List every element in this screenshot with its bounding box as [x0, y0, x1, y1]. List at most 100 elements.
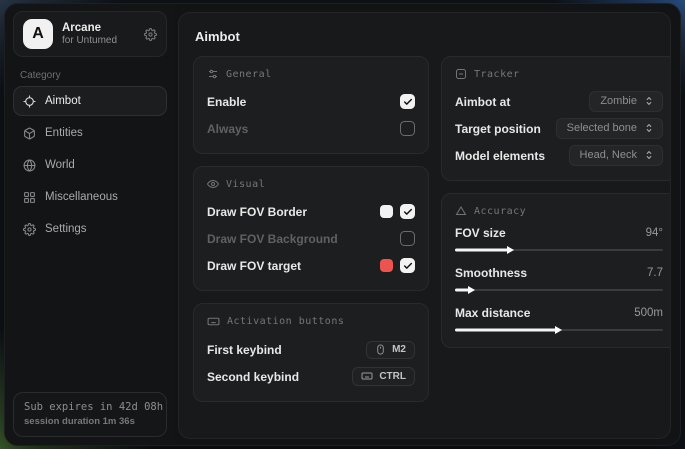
slider-thumb[interactable] — [467, 286, 475, 294]
accuracy-card: Accuracy FOV size 94° — [441, 193, 670, 348]
enable-row: Enable — [207, 89, 415, 114]
first-keybind-value: M2 — [392, 343, 406, 355]
aimbot-at-value: Zombie — [600, 95, 637, 107]
aimbot-at-select[interactable]: Zombie — [589, 91, 663, 112]
eye-icon — [207, 178, 219, 190]
sidebar-item-entities[interactable]: Entities — [13, 118, 167, 148]
activation-header: Activation buttons — [207, 315, 415, 328]
first-keybind-label: First keybind — [207, 342, 282, 357]
brand-name: Arcane — [62, 21, 101, 34]
gear-icon[interactable] — [144, 27, 157, 41]
keyboard-icon — [361, 370, 373, 382]
chevrons-up-down-icon — [644, 123, 654, 133]
second-keybind-label: Second keybind — [207, 369, 300, 384]
model-elements-label: Model elements — [455, 148, 546, 163]
max-distance-value: 500m — [634, 307, 663, 319]
scan-icon — [455, 68, 467, 80]
model-elements-row: Model elements Head, Neck — [455, 143, 663, 168]
visual-card: Visual Draw FOV Border Draw FOV Backgrou… — [193, 166, 429, 291]
fov-border-color-swatch[interactable] — [380, 205, 393, 218]
brand-subtitle: for Untumed — [62, 34, 118, 46]
enable-label: Enable — [207, 94, 247, 109]
sidebar: A Arcane for Untumed Category Aimbot — [5, 4, 175, 445]
fov-size-label: FOV size — [455, 226, 506, 240]
accuracy-header: Accuracy — [455, 205, 663, 217]
smoothness-group: Smoothness 7.7 — [455, 266, 663, 295]
draw-fov-border-checkbox[interactable] — [400, 204, 415, 219]
fov-size-value: 94° — [645, 227, 663, 239]
draw-fov-background-checkbox[interactable] — [400, 231, 415, 246]
accuracy-label: Accuracy — [474, 205, 527, 217]
sub-expiry-text: Sub expires in 42d 08h — [24, 401, 164, 413]
activation-label: Activation buttons — [227, 316, 345, 327]
sidebar-item-label: Entities — [45, 127, 83, 139]
visual-label: Visual — [226, 178, 266, 190]
slider-fill — [455, 328, 557, 332]
entities-icon — [23, 127, 36, 140]
left-column: General Enable Always — [193, 56, 429, 402]
tracker-card: Tracker Aimbot at Zombie Target position — [441, 56, 670, 181]
right-column: Tracker Aimbot at Zombie Target position — [441, 56, 670, 348]
activation-card: Activation buttons First keybind M2 Seco… — [193, 303, 429, 402]
target-position-value: Selected bone — [566, 122, 637, 134]
keyboard-icon — [207, 315, 220, 328]
smoothness-slider[interactable] — [455, 285, 663, 295]
aimbot-at-row: Aimbot at Zombie — [455, 89, 663, 114]
draw-fov-target-checkbox[interactable] — [400, 258, 415, 273]
target-position-row: Target position Selected bone — [455, 116, 663, 141]
slider-fill — [455, 288, 470, 292]
second-keybind-button[interactable]: CTRL — [352, 367, 415, 386]
max-distance-slider[interactable] — [455, 325, 663, 335]
brand-logo: A — [23, 19, 53, 49]
draw-fov-background-label: Draw FOV Background — [207, 231, 338, 246]
always-checkbox[interactable] — [400, 121, 415, 136]
chevrons-up-down-icon — [644, 96, 654, 106]
brand-text: Arcane for Untumed — [62, 21, 135, 48]
sidebar-item-miscellaneous[interactable]: Miscellaneous — [13, 182, 167, 212]
mouse-icon — [375, 343, 386, 355]
draw-fov-target-label: Draw FOV target — [207, 258, 302, 273]
first-keybind-button[interactable]: M2 — [366, 340, 415, 359]
sidebar-item-label: World — [45, 159, 75, 171]
smoothness-value: 7.7 — [647, 267, 663, 279]
target-position-select[interactable]: Selected bone — [555, 118, 663, 139]
slider-track — [455, 249, 663, 251]
app-window: A Arcane for Untumed Category Aimbot — [4, 3, 681, 446]
max-distance-group: Max distance 500m — [455, 306, 663, 335]
sliders-icon — [207, 68, 219, 80]
visual-header: Visual — [207, 178, 415, 190]
crosshair-icon — [23, 95, 36, 108]
enable-checkbox[interactable] — [400, 94, 415, 109]
model-elements-select[interactable]: Head, Neck — [568, 145, 663, 166]
max-distance-label: Max distance — [455, 306, 531, 320]
general-card: General Enable Always — [193, 56, 429, 154]
second-keybind-value: CTRL — [379, 370, 406, 382]
fov-target-color-swatch[interactable] — [380, 259, 393, 272]
draw-fov-border-row: Draw FOV Border — [207, 199, 415, 224]
sidebar-item-settings[interactable]: Settings — [13, 214, 167, 244]
aimbot-at-label: Aimbot at — [455, 94, 511, 109]
second-keybind-row: Second keybind CTRL — [207, 364, 415, 389]
draw-fov-background-row: Draw FOV Background — [207, 226, 415, 251]
general-header: General — [207, 68, 415, 80]
slider-thumb[interactable] — [507, 246, 515, 254]
sidebar-item-aimbot[interactable]: Aimbot — [13, 86, 167, 116]
fov-size-slider[interactable] — [455, 245, 663, 255]
fov-size-group: FOV size 94° — [455, 226, 663, 255]
draw-fov-border-label: Draw FOV Border — [207, 204, 308, 219]
model-elements-value: Head, Neck — [579, 149, 637, 161]
slider-thumb[interactable] — [554, 326, 562, 334]
smoothness-label: Smoothness — [455, 266, 528, 280]
grid-icon — [23, 191, 36, 204]
target-position-label: Target position — [455, 121, 541, 136]
always-row: Always — [207, 116, 415, 141]
session-duration-text: session duration 1m 36s — [24, 416, 135, 427]
sidebar-item-label: Aimbot — [45, 95, 81, 107]
tracker-label: Tracker — [474, 68, 520, 80]
sidebar-item-world[interactable]: World — [13, 150, 167, 180]
slider-fill — [455, 248, 510, 252]
category-label: Category — [20, 70, 61, 81]
globe-icon — [23, 158, 36, 172]
triangle-icon — [455, 205, 467, 217]
draw-fov-target-row: Draw FOV target — [207, 253, 415, 278]
